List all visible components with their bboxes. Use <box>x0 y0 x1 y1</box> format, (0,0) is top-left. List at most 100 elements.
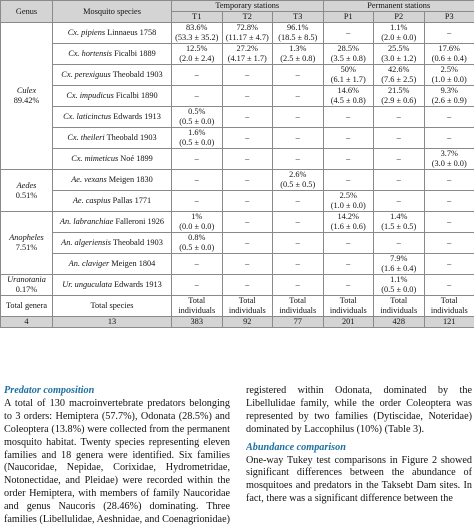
species-cell: Cx. pipiens Linnaeus 1758 <box>52 22 172 44</box>
species-name: An. claviger <box>68 259 110 268</box>
genus-name: Aedes <box>16 180 37 190</box>
percent-value: – <box>346 280 351 289</box>
mean-sd-value: (2.0 ± 2.4) <box>179 54 215 63</box>
genus-name: Culex <box>16 86 37 95</box>
species-author: Ficalbi 1889 <box>112 49 156 58</box>
species-author: Pallas 1771 <box>110 196 152 205</box>
percent-value: 9.3% <box>440 86 458 96</box>
mean-sd-value: (1.0 ± 0.0) <box>330 201 366 210</box>
value-cell: 27.2% (4.17 ± 1.7) <box>221 43 273 65</box>
percent-value: 0.8% <box>188 233 206 243</box>
mean-sd-value: (2.9 ± 0.6) <box>381 96 417 105</box>
percent-value: 1.3% <box>289 44 307 54</box>
percent-value: – <box>295 238 300 247</box>
species-name: Cx. mimeticus <box>71 154 119 163</box>
station-header: P3 <box>423 11 474 23</box>
value-cell: – <box>322 232 374 254</box>
total-individuals-label: Total individuals <box>322 295 374 317</box>
table-row: An. claviger Meigen 1804 – – – – 7.9% (1.6 ± 0… <box>1 253 474 275</box>
predator-heading: Predator composition <box>4 385 95 396</box>
percent-value: – <box>346 175 351 184</box>
value-cell: – <box>423 253 474 275</box>
value-cell: 0.8% (0.5 ± 0.0) <box>171 232 223 254</box>
value-cell: – <box>221 148 273 170</box>
percent-value: – <box>295 217 300 226</box>
value-cell: 42.6% (7.6 ± 2.5) <box>373 64 425 86</box>
table-row: Cx. perexiguus Theobald 1903 – – – 50% (6.1 ±… <box>1 64 474 86</box>
percent-value: – <box>245 259 250 268</box>
percent-value: – <box>194 259 199 268</box>
percent-value: 14.6% <box>337 86 359 96</box>
value-cell: – <box>171 274 223 296</box>
percent-value: 7.9% <box>390 254 408 264</box>
percent-value: – <box>346 112 351 121</box>
mean-sd-value: (0.6 ± 0.4) <box>431 54 467 63</box>
total-genera-label: Total genera <box>0 295 53 317</box>
permanent-stations-header: Permanent stations <box>322 0 474 12</box>
table-row: Ae. caspius Pallas 1771 – – – 2.5% (1.0 ± 0.0… <box>1 190 474 212</box>
mean-sd-value: (2.6 ± 0.9) <box>431 96 467 105</box>
value-cell: – <box>221 211 273 233</box>
percent-value: – <box>295 259 300 268</box>
species-name: Cx. hortensis <box>68 49 112 58</box>
species-name: Cx. theileri <box>67 133 105 142</box>
percent-value: – <box>194 70 199 79</box>
odonata-paragraph: registered within Odonata, dominated by … <box>246 385 472 435</box>
genus-name: Anopheles <box>9 233 44 242</box>
value-cell: – <box>221 190 273 212</box>
body-text: Predator composition A total of 130 macr… <box>0 385 474 527</box>
table-row: Cx. mimeticus Noé 1899 – – – – – 3.7% (3.0 ± 0.… <box>1 148 474 170</box>
percent-value: – <box>447 175 452 184</box>
value-cell: – <box>272 190 324 212</box>
percent-value: – <box>194 196 199 205</box>
value-cell: – <box>171 64 223 86</box>
table-row: Cx. impudicus Ficalbi 1890 – – – 14.6% (4.5 ±… <box>1 85 474 107</box>
value-cell: 2.5% (1.0 ± 0.0) <box>423 64 474 86</box>
percent-value: – <box>245 217 250 226</box>
value-cell: – <box>373 127 425 149</box>
species-cell: Ae. caspius Pallas 1771 <box>52 190 172 212</box>
value-cell: – <box>423 232 474 254</box>
percent-value: 2.6% <box>289 170 307 180</box>
value-cell: – <box>272 253 324 275</box>
percent-value: 83.6% <box>186 23 208 33</box>
species-cell: An. algeriensis Theobald 1903 <box>52 232 172 254</box>
mean-sd-value: (53.3 ± 35.2) <box>175 33 219 42</box>
station-header: T2 <box>221 11 273 23</box>
value-cell: 17.6% (0.6 ± 0.4) <box>423 43 474 65</box>
percent-value: – <box>194 154 199 163</box>
mean-sd-value: (2.5 ± 0.8) <box>280 54 316 63</box>
value-cell: – <box>423 127 474 149</box>
species-author: Noé 1899 <box>118 154 153 163</box>
total-individuals-label: Total individuals <box>373 295 425 317</box>
value-cell: 14.6% (4.5 ± 0.8) <box>322 85 374 107</box>
species-author: Ficalbi 1890 <box>113 91 158 100</box>
total-individuals-label: Total individuals <box>423 295 474 317</box>
percent-value: 72.8% <box>236 23 258 33</box>
value-cell: – <box>221 106 273 128</box>
value-cell: 1.4% (1.5 ± 0.5) <box>373 211 425 233</box>
percent-value: – <box>447 112 452 121</box>
percent-value: – <box>396 133 401 142</box>
percent-value: 27.2% <box>236 44 258 54</box>
station-header: T1 <box>171 11 223 23</box>
mean-sd-value: (1.6 ± 0.6) <box>330 222 366 231</box>
table-row: Aedes 0.51% Ae. vexans Meigen 1830– –2.6% (0… <box>0 169 474 212</box>
mean-sd-value: (0.5 ± 0.0) <box>179 138 215 147</box>
percent-value: – <box>245 91 250 100</box>
percent-value: 3.7% <box>440 149 458 159</box>
table-row: An. algeriensis Theobald 1903 0.8% (0.5 ± … <box>1 232 474 254</box>
value-cell: 96.1% (18.5 ± 8.5) <box>272 22 324 44</box>
total-individuals-label: Total individuals <box>221 295 273 317</box>
individuals-count: 92 <box>221 316 273 328</box>
individuals-count: 121 <box>423 316 474 328</box>
predator-text: A total of 130 macroinvertebrate predato… <box>4 397 230 527</box>
value-cell: – <box>221 169 273 191</box>
mean-sd-value: (2.0 ± 0.0) <box>381 33 417 42</box>
value-cell: – <box>171 85 223 107</box>
value-cell: – <box>322 22 374 44</box>
value-cell: – <box>423 190 474 212</box>
percent-value: 25.5% <box>388 44 410 54</box>
value-cell: 14.2% (1.6 ± 0.6) <box>322 211 374 233</box>
value-cell: – <box>221 85 273 107</box>
